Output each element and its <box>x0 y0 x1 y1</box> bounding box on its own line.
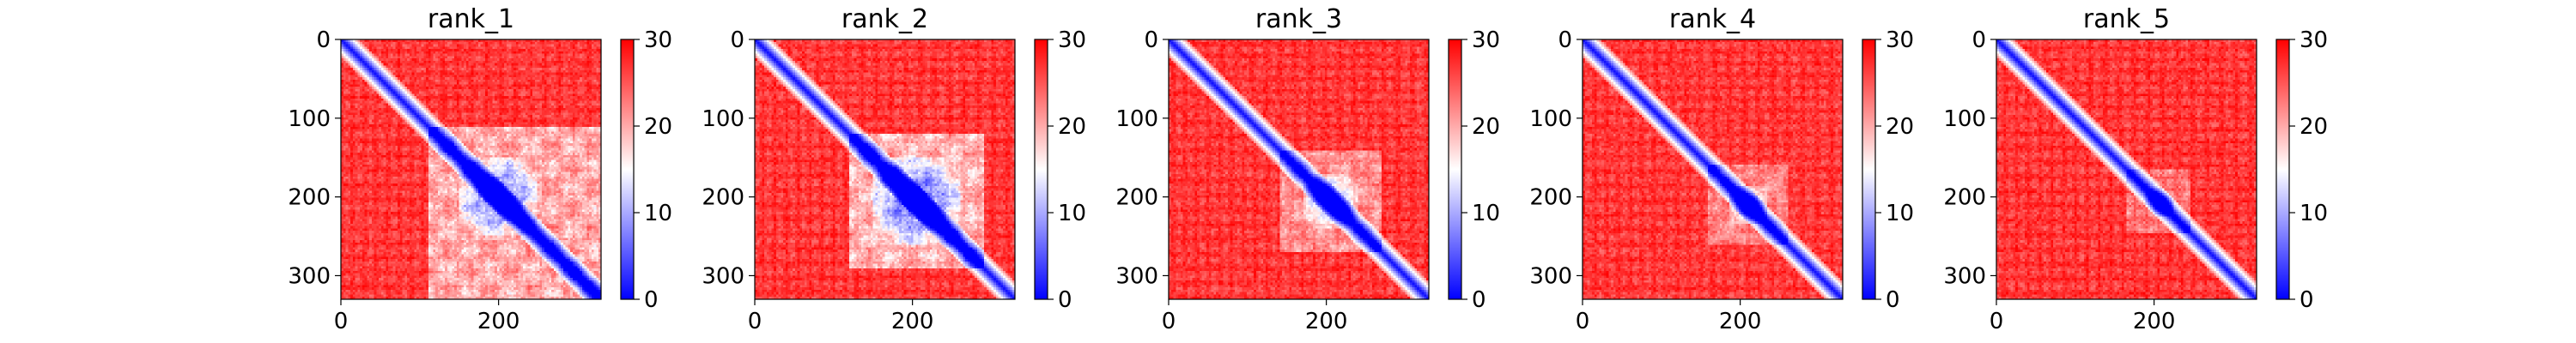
axes-frame <box>1582 39 1844 300</box>
colorbar-tick-label: 0 <box>1058 287 1072 313</box>
y-tick-label: 0 <box>1558 27 1572 53</box>
colorbar-tick-label: 30 <box>1058 27 1086 53</box>
y-tick-label: 0 <box>1971 27 1986 53</box>
y-tick-label: 200 <box>1943 185 1986 211</box>
heatmap-image <box>1169 39 1429 299</box>
colorbar-tick-label: 30 <box>1886 27 1914 53</box>
x-tick-label: 200 <box>1305 309 1348 334</box>
colorbar-tick-label: 20 <box>1886 114 1914 140</box>
panel-title: rank_5 <box>2083 4 2170 34</box>
y-tick-label: 300 <box>1943 263 1986 289</box>
y-tick-label: 100 <box>288 106 331 132</box>
x-tick-label: 200 <box>2133 309 2176 334</box>
colorbar-tick-label: 0 <box>1886 287 1900 313</box>
y-tick-label: 300 <box>702 263 744 289</box>
colorbar-tick-label: 30 <box>644 27 672 53</box>
colorbar <box>2275 39 2290 300</box>
colorbar-tick-label: 0 <box>1472 287 1486 313</box>
y-tick-label: 200 <box>288 185 331 211</box>
colorbar-tick-label: 0 <box>2300 287 2314 313</box>
x-tick-label: 0 <box>1162 309 1176 334</box>
y-tick-label: 100 <box>1529 106 1572 132</box>
panel-title: rank_4 <box>1669 4 1756 34</box>
colorbar-tick-label: 20 <box>2300 114 2328 140</box>
colorbar-tick-label: 0 <box>644 287 659 313</box>
y-tick-label: 0 <box>730 27 744 53</box>
y-tick-label: 0 <box>316 27 331 53</box>
x-tick-label: 0 <box>334 309 349 334</box>
panel-title: rank_2 <box>841 4 928 34</box>
colorbar-tick-label: 10 <box>644 201 672 226</box>
colorbar-tick-label: 10 <box>1058 201 1086 226</box>
colorbar <box>1448 39 1462 300</box>
x-tick-label: 0 <box>748 309 762 334</box>
colorbar <box>1034 39 1048 300</box>
axes-frame <box>1168 39 1430 300</box>
x-tick-label: 200 <box>1719 309 1762 334</box>
panel-title: rank_1 <box>428 4 514 34</box>
colorbar-tick-label: 30 <box>2300 27 2328 53</box>
y-tick-label: 100 <box>1115 106 1158 132</box>
axes-frame <box>1996 39 2257 300</box>
colorbar <box>1862 39 1876 300</box>
colorbar-tick-label: 10 <box>1472 201 1500 226</box>
colorbar-tick-label: 10 <box>2300 201 2328 226</box>
colorbar-tick-label: 30 <box>1472 27 1500 53</box>
x-tick-label: 0 <box>1576 309 1590 334</box>
heatmap-image <box>1996 39 2257 299</box>
heatmap-image <box>755 39 1015 299</box>
axes-frame <box>754 39 1016 300</box>
colorbar-tick-label: 10 <box>1886 201 1914 226</box>
y-tick-label: 300 <box>1529 263 1572 289</box>
panel-title: rank_3 <box>1255 4 1342 34</box>
y-tick-label: 0 <box>1144 27 1158 53</box>
y-tick-label: 300 <box>1115 263 1158 289</box>
colorbar <box>620 39 635 300</box>
x-tick-label: 200 <box>477 309 520 334</box>
y-tick-label: 100 <box>1943 106 1986 132</box>
y-tick-label: 200 <box>702 185 744 211</box>
axes-frame <box>340 39 602 300</box>
colorbar-tick-label: 20 <box>644 114 672 140</box>
x-tick-label: 0 <box>1990 309 2004 334</box>
colorbar-tick-label: 20 <box>1472 114 1500 140</box>
x-tick-label: 200 <box>891 309 934 334</box>
y-tick-label: 200 <box>1115 185 1158 211</box>
heatmap-image <box>1583 39 1843 299</box>
y-tick-label: 300 <box>288 263 331 289</box>
y-tick-label: 200 <box>1529 185 1572 211</box>
heatmap-image <box>341 39 601 299</box>
y-tick-label: 100 <box>702 106 744 132</box>
colorbar-tick-label: 20 <box>1058 114 1086 140</box>
